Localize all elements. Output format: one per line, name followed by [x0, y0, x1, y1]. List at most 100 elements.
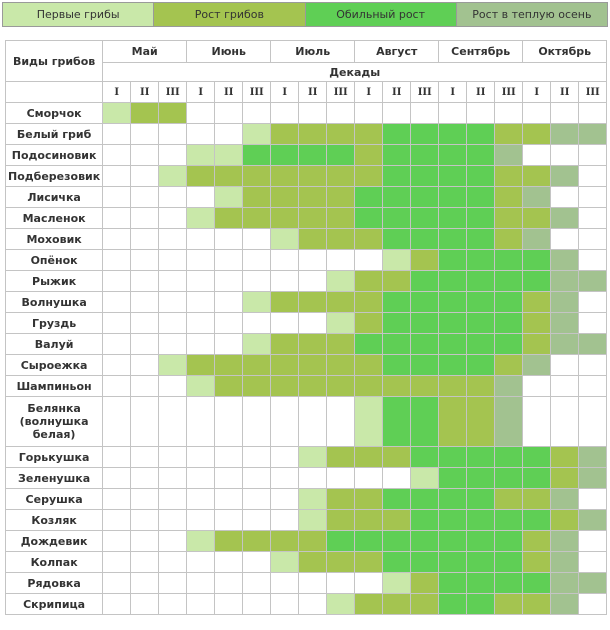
decade-label: III [494, 81, 524, 103]
decade-cell [130, 249, 160, 271]
decade-cell [186, 102, 216, 124]
decade-label: III [242, 81, 272, 103]
decade-cell [494, 551, 524, 573]
table-row: Рыжик [4, 270, 608, 292]
decade-cell [102, 228, 132, 250]
decade-cell [130, 396, 160, 447]
decade-cell [382, 467, 412, 489]
decade-cell [438, 354, 468, 376]
table-body: Сморчок Белый гриб Подосиновик Подберезовик… [4, 102, 608, 615]
decade-cell [326, 375, 356, 397]
species-name: Белянка (волнушка белая) [4, 396, 104, 447]
decade-cell [494, 165, 524, 187]
decade-cell [214, 530, 244, 552]
decade-cell [130, 312, 160, 334]
decade-cell [578, 165, 608, 187]
decade-cell [298, 144, 328, 166]
decade-cell [242, 312, 272, 334]
decade-cell [130, 530, 160, 552]
species-name: Шампиньон [4, 375, 104, 397]
decade-cell [382, 123, 412, 145]
decade-cell [186, 123, 216, 145]
decade-cell [298, 270, 328, 292]
decade-cell [494, 207, 524, 229]
table-row: Козляк [4, 509, 608, 531]
decades-row: I II III I II III I II III I II III I II III I II III [4, 81, 608, 103]
decade-cell [382, 593, 412, 615]
decade-cell [494, 270, 524, 292]
decade-cell [214, 270, 244, 292]
decade-cell [326, 270, 356, 292]
species-name: Горькушка [4, 446, 104, 468]
decade-cell [242, 165, 272, 187]
decade-cell [214, 446, 244, 468]
decade-cell [410, 249, 440, 271]
table-row: Сморчок [4, 102, 608, 124]
decade-cell [382, 375, 412, 397]
decade-cell [102, 270, 132, 292]
decade-cell [550, 270, 580, 292]
decade-cell [158, 228, 188, 250]
decade-cell [158, 144, 188, 166]
decade-cell [522, 102, 552, 124]
decade-cell [270, 572, 300, 594]
table-row: Волнушка [4, 291, 608, 313]
decade-cell [466, 270, 496, 292]
decade-cell [550, 333, 580, 355]
decade-cell [438, 102, 468, 124]
table-row: Белянка (волнушка белая) [4, 396, 608, 447]
decade-cell [298, 186, 328, 208]
decade-cell [130, 291, 160, 313]
decade-cell [410, 291, 440, 313]
decade-cell [578, 446, 608, 468]
decade-cell [298, 509, 328, 531]
species-name: Козляк [4, 509, 104, 531]
decade-cell [270, 396, 300, 447]
decade-cell [214, 593, 244, 615]
decade-cell [354, 396, 384, 447]
decade-cell [326, 186, 356, 208]
decade-cell [270, 144, 300, 166]
decade-cell [466, 488, 496, 510]
decade-cell [550, 396, 580, 447]
decade-cell [578, 249, 608, 271]
decade-cell [466, 333, 496, 355]
month-header: Июль [270, 40, 356, 63]
decade-cell [158, 396, 188, 447]
decade-cell [578, 488, 608, 510]
decade-cell [438, 186, 468, 208]
decade-cell [466, 551, 496, 573]
decade-cell [522, 446, 552, 468]
decade-cell [242, 572, 272, 594]
decade-cell [382, 144, 412, 166]
decade-cell [242, 228, 272, 250]
decade-cell [466, 207, 496, 229]
decade-cell [242, 354, 272, 376]
decade-cell [578, 396, 608, 447]
decade-cell [242, 207, 272, 229]
decade-cell [382, 228, 412, 250]
decade-cell [550, 291, 580, 313]
table-row: Груздь [4, 312, 608, 334]
decade-cell [410, 593, 440, 615]
decade-cell [158, 467, 188, 489]
decade-cell [550, 572, 580, 594]
decade-cell [102, 165, 132, 187]
decade-cell [522, 228, 552, 250]
decade-cell [242, 396, 272, 447]
decade-cell [550, 102, 580, 124]
decade-cell [186, 509, 216, 531]
species-name: Рыжик [4, 270, 104, 292]
decade-cell [298, 354, 328, 376]
decade-cell [550, 144, 580, 166]
decade-cell [270, 270, 300, 292]
decade-cell [102, 488, 132, 510]
decade-cell [130, 165, 160, 187]
decade-cell [326, 446, 356, 468]
legend-warm-label: Рост в теплую осень [472, 8, 592, 21]
decade-cell [494, 291, 524, 313]
decade-cell [298, 228, 328, 250]
decade-cell [466, 375, 496, 397]
decade-cell [158, 530, 188, 552]
decade-cell [494, 333, 524, 355]
